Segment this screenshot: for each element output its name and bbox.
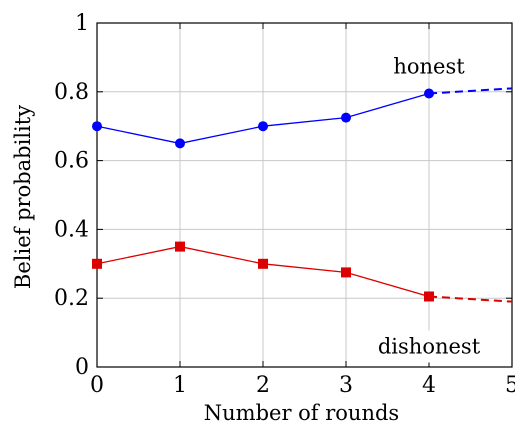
series-layer xyxy=(92,87,513,303)
y-tick-label: 0.6 xyxy=(54,149,89,174)
y-tick-label: 0.2 xyxy=(54,286,89,311)
data-point-dishonest xyxy=(341,267,351,278)
data-point-dishonest xyxy=(258,258,268,269)
x-tick-label: 0 xyxy=(90,373,104,398)
x-tick-label: 1 xyxy=(173,373,187,398)
data-point-dishonest xyxy=(424,291,434,302)
y-tick-label: 0 xyxy=(75,355,89,380)
y-tick-label: 1 xyxy=(75,11,89,36)
plot-frame xyxy=(96,22,513,368)
series-dishonest xyxy=(92,241,513,303)
annotation-honest: honest xyxy=(393,55,465,79)
data-point-honest xyxy=(424,88,434,99)
annotations: honest dishonest xyxy=(369,55,489,363)
data-point-honest xyxy=(258,121,268,132)
x-tick-label: 3 xyxy=(339,373,353,398)
annotation-background xyxy=(369,330,489,363)
data-point-dishonest xyxy=(92,258,102,269)
axis-ticks: 0 1 2 3 4 5 0 0.2 0.4 0.6 0.8 1 xyxy=(54,11,515,398)
y-tick-label: 0.8 xyxy=(54,80,89,105)
x-tick-label: 5 xyxy=(505,373,515,398)
grid-lines xyxy=(97,23,512,367)
data-point-dishonest xyxy=(175,241,185,252)
series-projection-dishonest xyxy=(428,295,513,303)
x-tick-label: 2 xyxy=(256,373,270,398)
y-tick-label: 0.4 xyxy=(54,217,89,242)
y-axis-label: Belief probability xyxy=(11,105,35,289)
x-axis-label: Number of rounds xyxy=(204,401,399,425)
series-honest xyxy=(92,87,513,149)
data-point-honest xyxy=(175,138,185,149)
x-tick-label: 4 xyxy=(422,373,436,398)
series-projection-honest xyxy=(428,87,513,95)
data-point-honest xyxy=(92,121,102,132)
data-point-honest xyxy=(341,112,351,123)
annotation-dishonest: dishonest xyxy=(378,334,481,358)
